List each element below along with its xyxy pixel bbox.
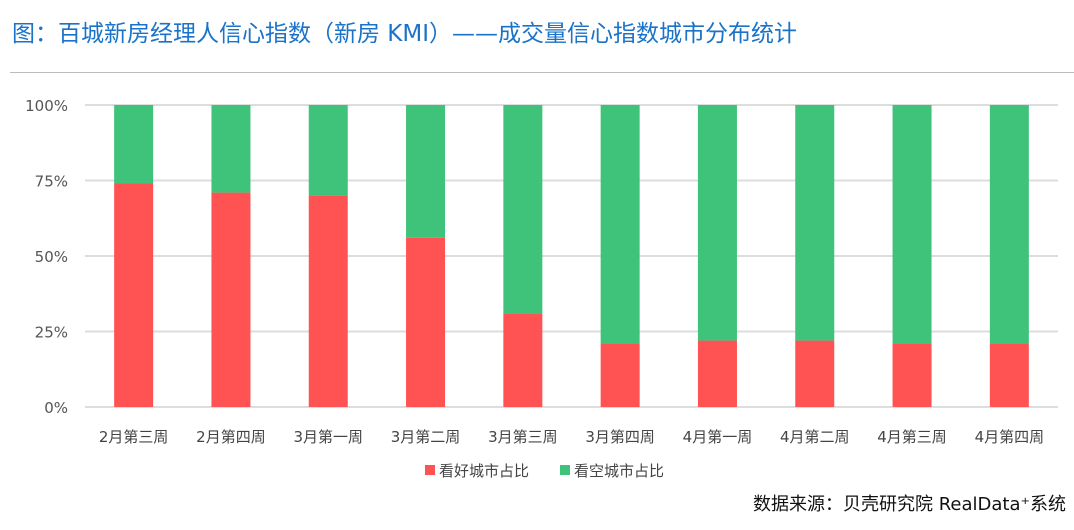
x-tick-label: 2月第四周 <box>196 428 266 446</box>
bar-negative <box>600 105 640 344</box>
y-tick-label: 75% <box>35 173 68 191</box>
x-tick-label: 4月第三周 <box>877 428 947 446</box>
bar-negative <box>892 105 932 344</box>
bar-negative <box>211 105 251 193</box>
bar-negative <box>308 105 348 196</box>
y-tick-label: 25% <box>35 324 68 342</box>
bar-negative <box>989 105 1029 344</box>
bar-negative <box>795 105 835 341</box>
bar-positive <box>892 343 932 407</box>
x-tick-label: 3月第四周 <box>585 428 655 446</box>
x-tick-label: 3月第三周 <box>488 428 558 446</box>
legend-label: 看好城市占比 <box>439 462 529 480</box>
bar-positive <box>308 195 348 407</box>
x-tick-label: 3月第一周 <box>293 428 363 446</box>
bar-positive <box>503 313 543 407</box>
bar-negative <box>406 105 446 238</box>
x-tick-label: 2月第三周 <box>99 428 169 446</box>
x-tick-label: 4月第一周 <box>683 428 753 446</box>
title-divider <box>10 72 1074 73</box>
bar-positive <box>114 183 154 407</box>
bar-positive <box>600 343 640 407</box>
x-tick-label: 3月第二周 <box>391 428 461 446</box>
bar-positive <box>211 192 251 407</box>
chart-title: 图：百城新房经理人信心指数（新房 KMI）——成交量信心指数城市分布统计 <box>12 21 798 47</box>
y-tick-label: 0% <box>44 399 68 417</box>
bar-positive <box>795 340 835 407</box>
legend-label: 看空城市占比 <box>574 462 664 480</box>
x-tick-label: 4月第二周 <box>780 428 850 446</box>
bar-positive <box>406 237 446 407</box>
legend-swatch <box>560 465 570 475</box>
legend-swatch <box>425 465 435 475</box>
x-tick-label: 4月第四周 <box>975 428 1045 446</box>
bar-negative <box>697 105 737 341</box>
data-source: 数据来源：贝壳研究院 RealData⁺系统 <box>752 494 1066 515</box>
y-tick-label: 50% <box>35 248 68 266</box>
bar-negative <box>114 105 154 184</box>
y-tick-label: 100% <box>25 97 68 115</box>
bar-negative <box>503 105 543 314</box>
bar-positive <box>989 343 1029 407</box>
bar-positive <box>697 340 737 407</box>
